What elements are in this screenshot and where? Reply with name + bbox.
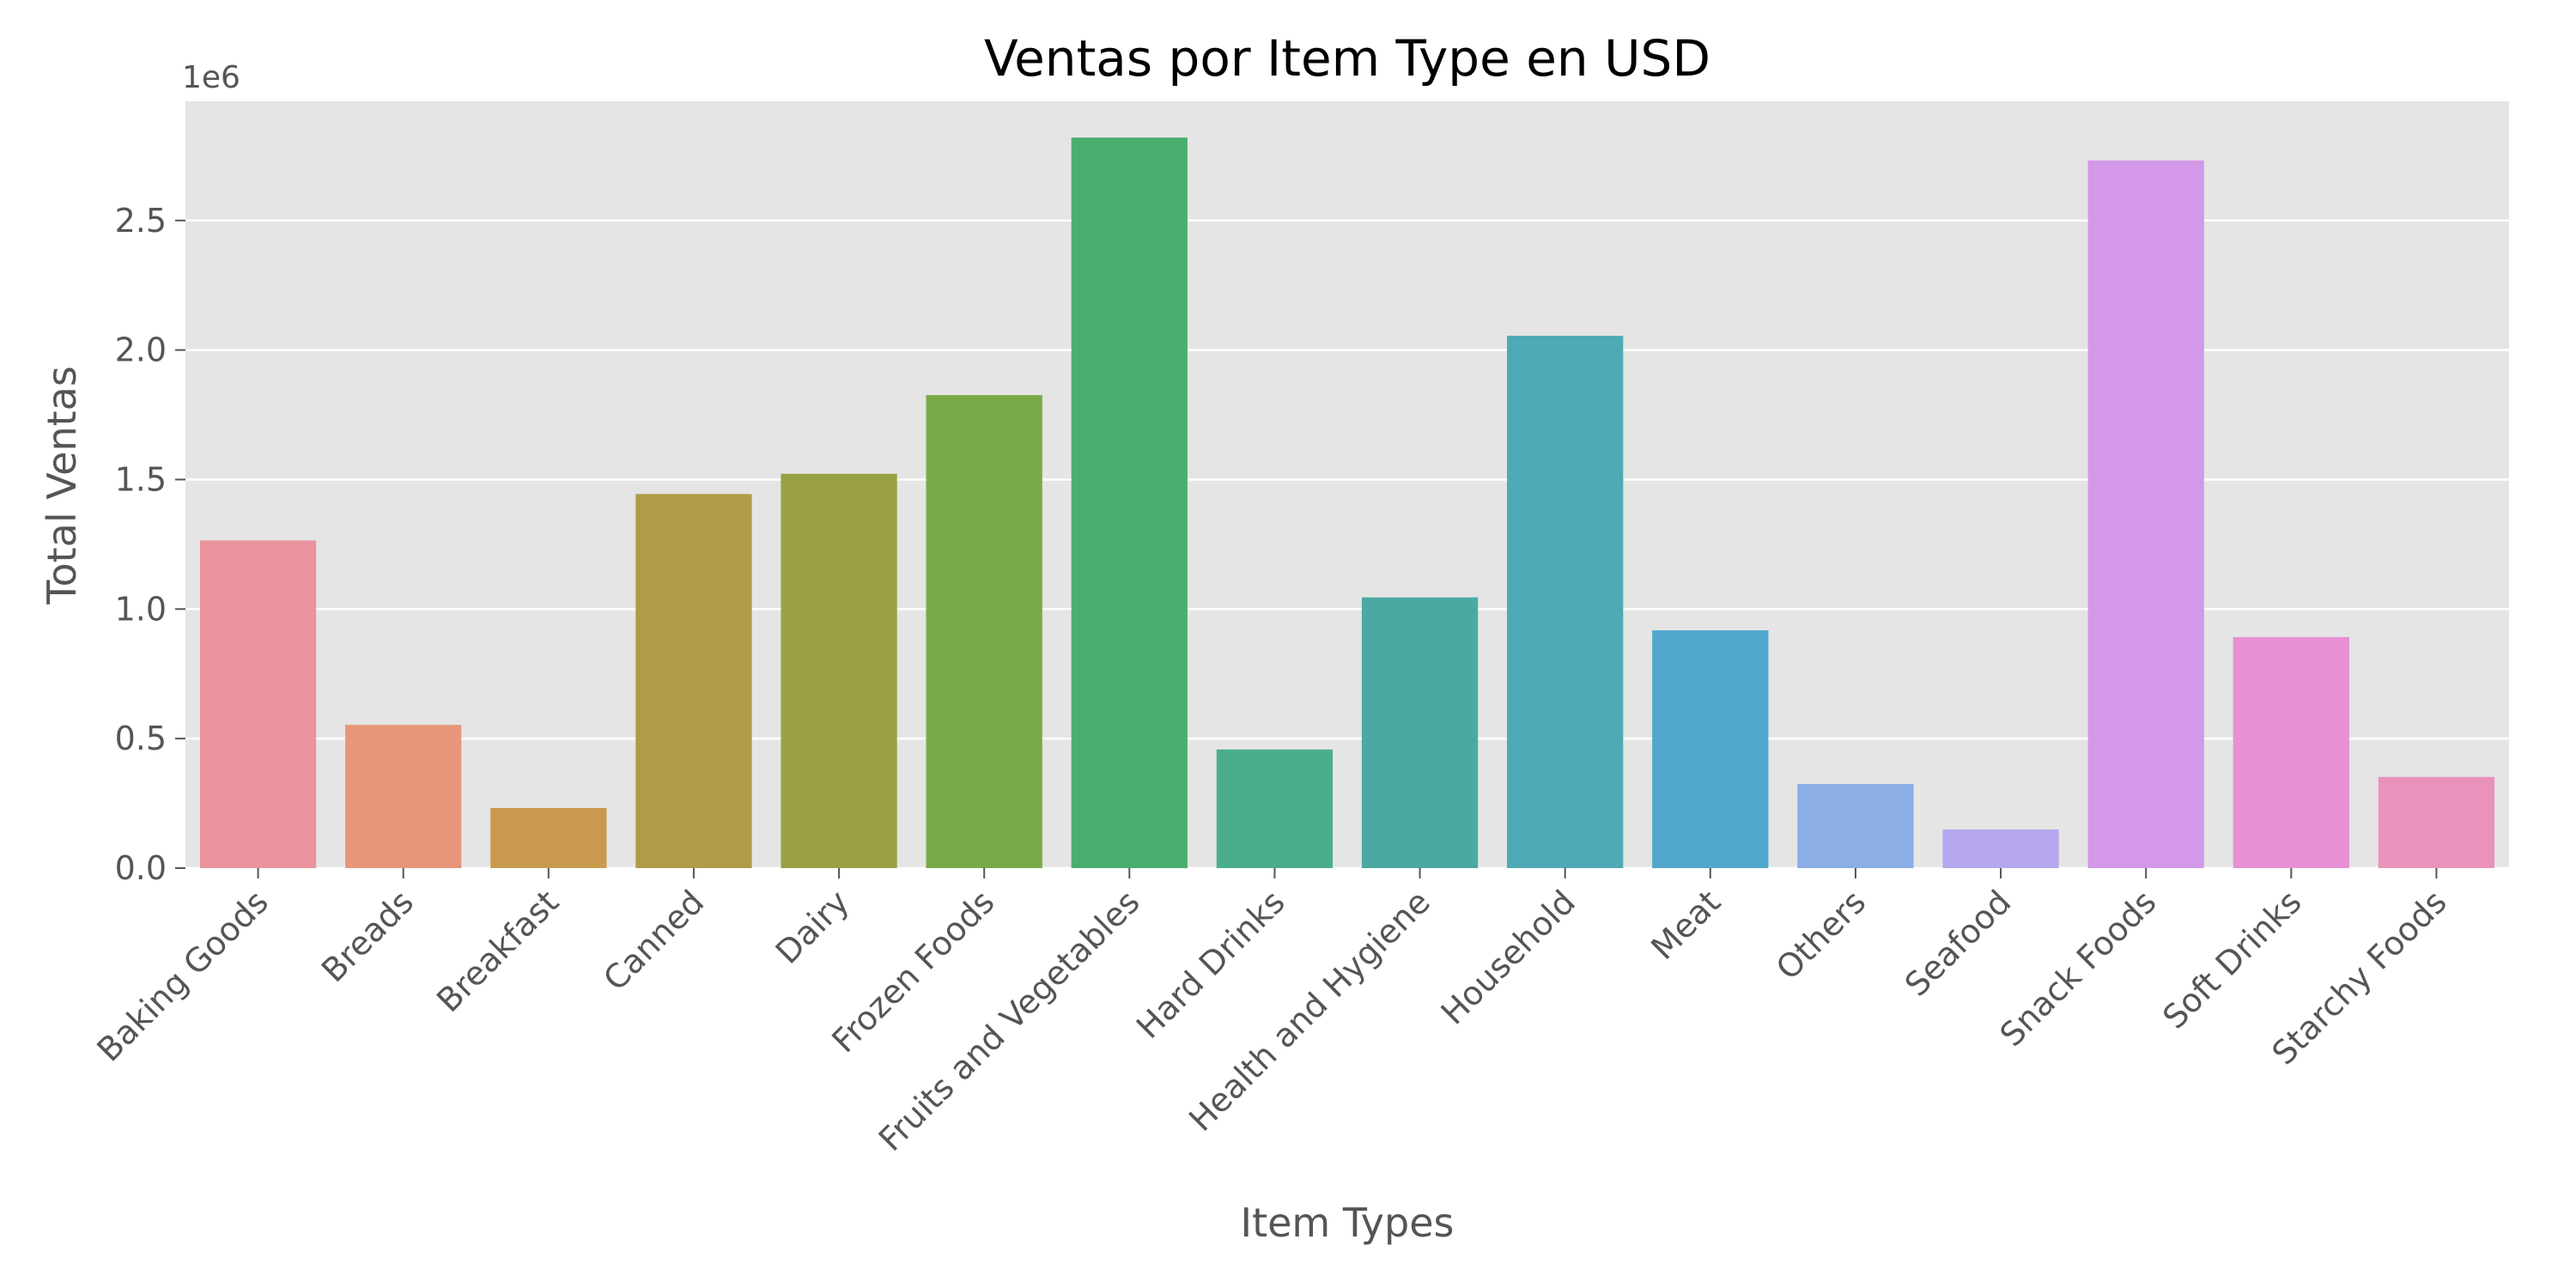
x-axis-label: Item Types [1241,1200,1455,1246]
bar [1071,137,1188,869]
y-axis-ticks: 0.0 0.5 1.0 1.5 2.0 2.5 [115,202,185,887]
y-offset-label: 1e6 [182,60,240,95]
y-axis-label: Total Ventas [39,366,85,605]
chart-title: Ventas por Item Type en USD [984,29,1710,88]
bar [199,540,317,868]
x-tick-label: Meat [1643,883,1728,967]
bar [2233,636,2349,868]
y-tick-label: 1.0 [115,590,167,628]
bar [2087,160,2204,868]
bar [1797,783,1914,868]
x-tick-label: Canned [596,883,711,998]
bar [635,494,752,868]
y-tick-label: 0.5 [115,720,167,757]
bar [1361,597,1479,868]
x-tick-label: Health and Hygiene [1182,883,1437,1139]
x-tick-label: Household [1434,883,1583,1031]
bar [1942,829,2059,868]
bar [345,725,462,868]
x-tick-label: Seafood [1898,883,2019,1004]
bar [2378,776,2495,868]
x-tick-label: Snack Foods [1993,883,2164,1054]
y-tick-label: 2.5 [115,202,167,240]
x-tick-label: Dairy [769,883,857,971]
bar [490,808,607,868]
y-tick-label: 1.5 [115,460,167,498]
bars [199,137,2495,869]
x-tick-label: Breakfast [429,883,566,1019]
x-axis-ticks: Baking Goods Breads Breakfast Canned DairyFr… [89,868,2454,1158]
x-tick-label: Breads [314,883,421,989]
bar [781,473,897,868]
x-tick-label: Fruits and Vegetables [872,883,1147,1158]
x-tick-label: Hard Drinks [1129,883,1292,1046]
y-tick-label: 2.0 [115,331,167,369]
y-tick-label: 0.0 [115,849,167,887]
bar [1216,749,1334,868]
x-tick-label: Baking Goods [89,883,275,1068]
bar [926,395,1042,868]
bar [1507,336,1624,869]
x-tick-label: Others [1769,883,1873,987]
x-tick-label: Soft Drinks [2155,883,2308,1036]
bar [1652,630,1769,868]
